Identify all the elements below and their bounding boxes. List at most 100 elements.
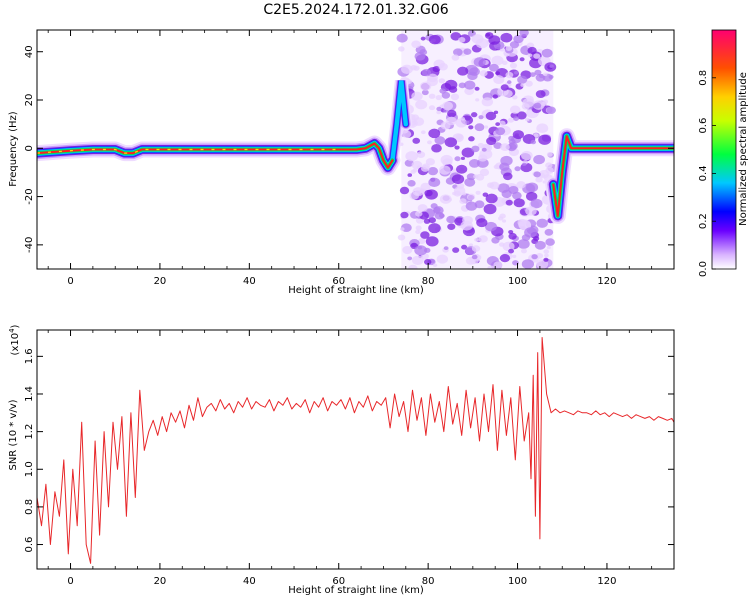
noise-blob bbox=[521, 248, 527, 254]
noise-blob bbox=[519, 57, 525, 62]
noise-blob bbox=[493, 164, 500, 170]
noise-blob bbox=[460, 156, 465, 160]
snr-xtick-label: 120 bbox=[597, 576, 616, 587]
noise-blob bbox=[519, 30, 529, 37]
noise-blob bbox=[424, 259, 432, 265]
noise-blob bbox=[505, 71, 514, 79]
noise-blob bbox=[415, 229, 421, 235]
noise-blob bbox=[436, 106, 442, 112]
snr-ytick-label: 1.2 bbox=[24, 424, 35, 440]
noise-blob bbox=[418, 237, 426, 245]
spectrogram-xtick-label: 100 bbox=[508, 276, 527, 287]
noise-blob bbox=[478, 235, 488, 243]
noise-blob bbox=[440, 154, 453, 165]
noise-blob bbox=[411, 255, 424, 265]
noise-blob bbox=[425, 236, 439, 247]
noise-blob bbox=[400, 211, 409, 219]
colorbar-gradient bbox=[711, 29, 737, 270]
colorbar-tick-label: 0.8 bbox=[698, 70, 709, 86]
noise-blob bbox=[530, 198, 543, 209]
noise-blob bbox=[543, 72, 548, 77]
noise-blob bbox=[468, 136, 475, 142]
noise-blob bbox=[428, 177, 441, 188]
noise-blob bbox=[427, 140, 432, 145]
noise-blob bbox=[463, 48, 472, 55]
noise-blob bbox=[407, 180, 416, 187]
noise-blob bbox=[479, 168, 490, 177]
noise-blob bbox=[461, 147, 475, 158]
noise-blob bbox=[531, 254, 538, 260]
noise-blob bbox=[533, 53, 541, 59]
spectrogram-xtick-label: 60 bbox=[332, 276, 345, 287]
noise-blob bbox=[454, 145, 460, 150]
noise-blob bbox=[503, 172, 513, 181]
noise-blob bbox=[415, 99, 428, 110]
noise-blob bbox=[482, 192, 489, 197]
spectrogram-ytick-label: 20 bbox=[24, 94, 35, 107]
noise-blob bbox=[439, 194, 452, 204]
snr-ytick-label: 1.4 bbox=[24, 386, 35, 402]
noise-blob bbox=[438, 62, 448, 71]
noise-blob bbox=[436, 254, 449, 264]
noise-blob bbox=[533, 171, 541, 178]
noise-blob bbox=[410, 64, 418, 71]
noise-blob bbox=[507, 117, 515, 123]
noise-blob bbox=[462, 215, 474, 225]
snr-ylabel: SNR (10 * v/v) bbox=[8, 399, 19, 470]
noise-blob bbox=[513, 34, 524, 44]
noise-blob bbox=[546, 245, 551, 250]
noise-blob bbox=[517, 75, 528, 84]
colorbar-tick-label: 0.2 bbox=[698, 213, 709, 229]
spectrogram-xtick-label: 20 bbox=[154, 276, 167, 287]
noise-blob bbox=[412, 137, 421, 144]
noise-blob bbox=[439, 88, 447, 94]
noise-blob bbox=[521, 259, 535, 269]
noise-blob bbox=[499, 253, 511, 263]
noise-blob bbox=[520, 83, 525, 87]
noise-blob bbox=[483, 203, 497, 215]
noise-blob bbox=[475, 38, 489, 49]
noise-blob bbox=[489, 63, 499, 72]
noise-blob bbox=[458, 82, 466, 89]
noise-blob bbox=[479, 70, 488, 77]
noise-blob bbox=[533, 102, 542, 109]
noise-blob bbox=[451, 174, 465, 185]
spectrogram-xtick-label: 80 bbox=[422, 276, 435, 287]
noise-blob bbox=[438, 78, 446, 84]
snr-xtick-label: 100 bbox=[508, 576, 527, 587]
noise-blob bbox=[459, 198, 467, 205]
noise-blob bbox=[478, 154, 488, 162]
snr-ytick-label: 1.6 bbox=[24, 348, 35, 364]
noise-blob bbox=[475, 190, 481, 195]
noise-blob bbox=[414, 51, 426, 61]
noise-blob bbox=[534, 240, 546, 250]
noise-blob bbox=[417, 204, 428, 213]
noise-blob bbox=[543, 257, 549, 262]
noise-blob bbox=[444, 137, 458, 148]
noise-blob bbox=[497, 216, 504, 221]
noise-blob bbox=[477, 142, 485, 149]
noise-blob bbox=[399, 186, 410, 195]
snr-panel: 0 20 40 60 80 100 120 0.6 0.8 1.0 1.2 1.4 1.6 Height… bbox=[8, 324, 675, 596]
snr-xtick-label: 20 bbox=[154, 576, 167, 587]
noise-blob bbox=[428, 128, 441, 139]
noise-blob bbox=[466, 193, 476, 201]
noise-blob bbox=[478, 115, 484, 120]
noise-blob bbox=[485, 111, 497, 121]
spectrogram-xlabel: Height of straight line (km) bbox=[288, 285, 424, 296]
noise-blob bbox=[412, 168, 418, 173]
noise-blob bbox=[455, 118, 468, 128]
noise-blob bbox=[465, 201, 478, 211]
noise-blob bbox=[533, 154, 545, 165]
noise-blob bbox=[493, 75, 505, 85]
noise-blob bbox=[401, 64, 413, 75]
noise-blob bbox=[495, 127, 506, 136]
noise-blob bbox=[473, 57, 486, 67]
noise-blob bbox=[428, 223, 441, 234]
spectrogram-xtick-label: 0 bbox=[67, 276, 73, 287]
noise-blob bbox=[489, 181, 500, 190]
noise-blob bbox=[491, 236, 500, 244]
noise-blob bbox=[501, 189, 512, 198]
noise-blob bbox=[428, 34, 441, 45]
